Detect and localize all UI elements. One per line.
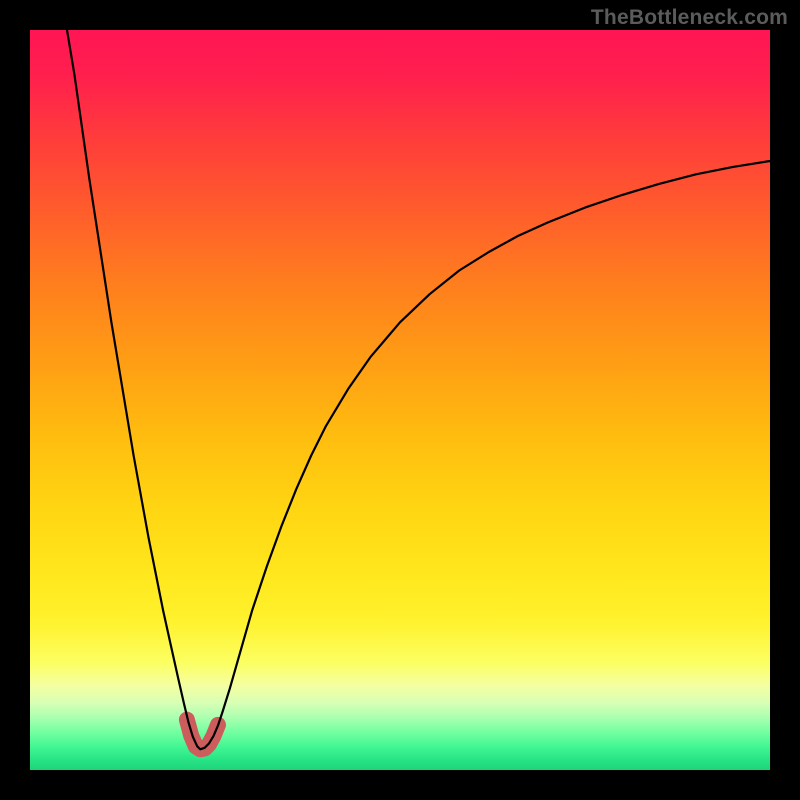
watermark-text: TheBottleneck.com [591,6,788,30]
plot-area [30,30,770,770]
chart-container: TheBottleneck.com [0,0,800,800]
gradient-background [30,30,770,770]
